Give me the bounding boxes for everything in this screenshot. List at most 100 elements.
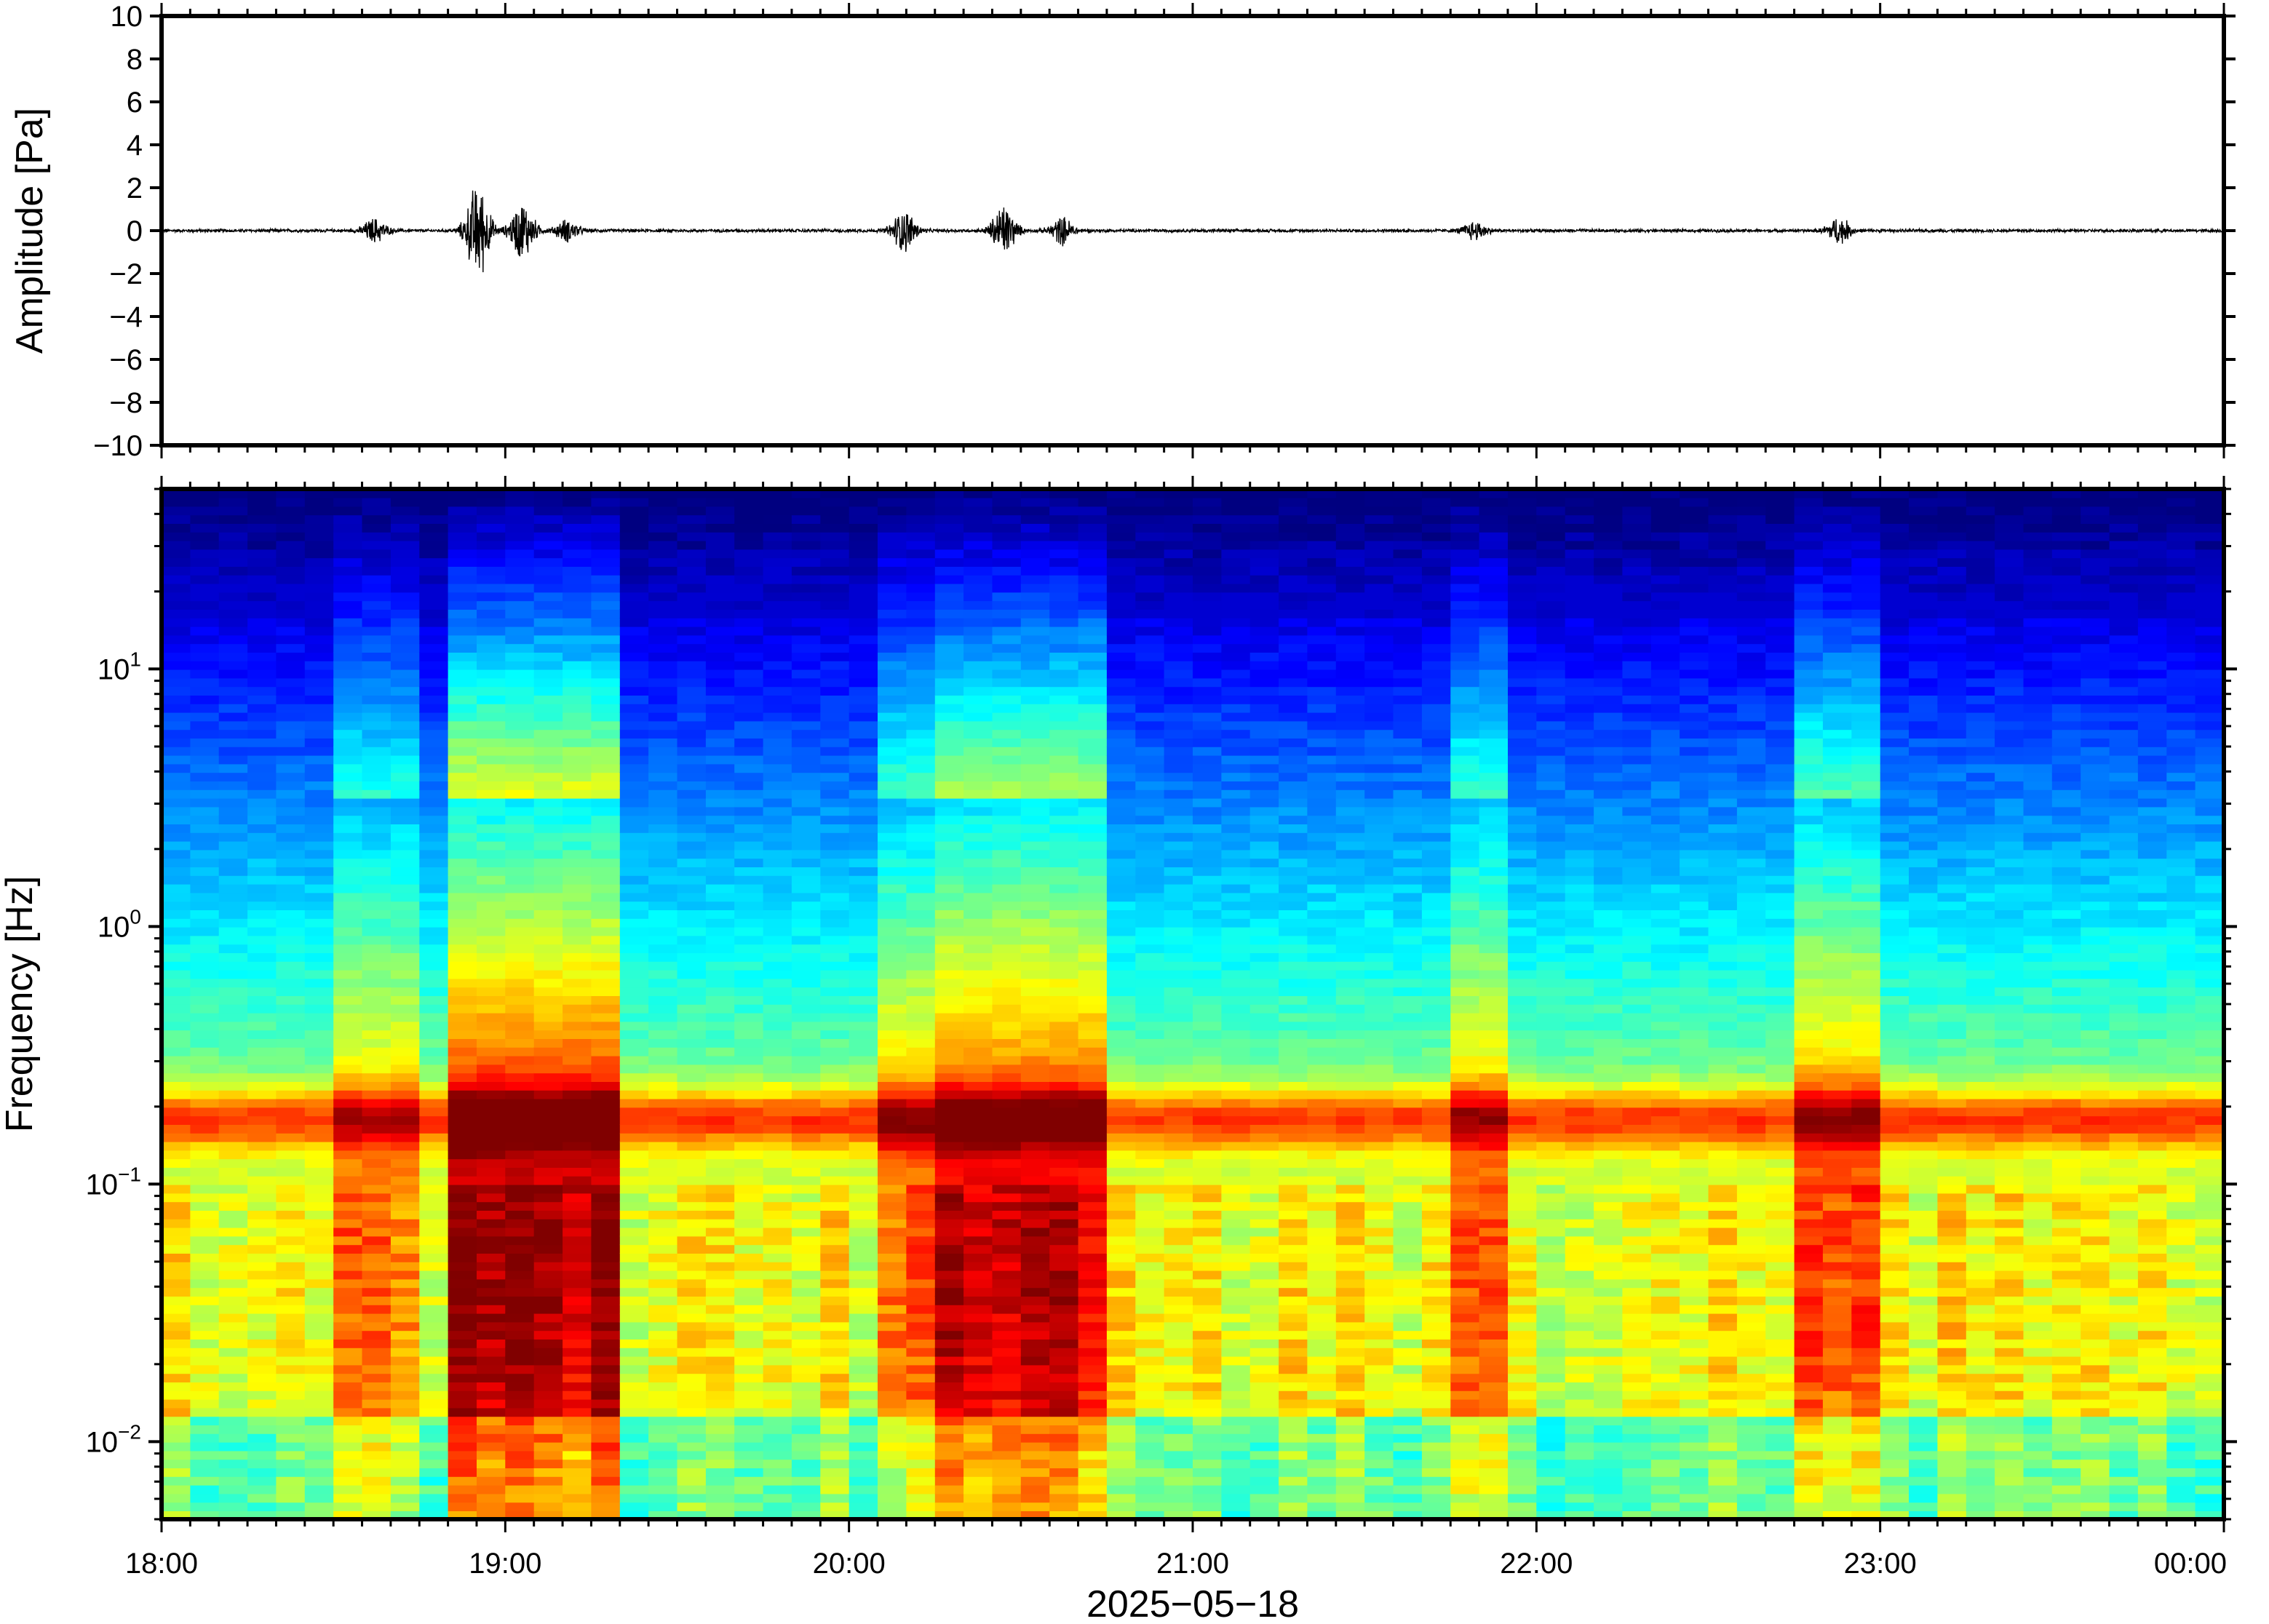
spectrogram-cell <box>648 1184 678 1194</box>
spectrogram-cell <box>820 815 850 824</box>
spectrogram-cell <box>763 797 792 808</box>
spectrogram-cell <box>276 978 306 988</box>
spectrogram-cell <box>1049 935 1079 945</box>
spectrogram-cell <box>1078 618 1108 627</box>
spectrogram-cell <box>190 669 220 679</box>
spectrogram-cell <box>591 1356 621 1366</box>
spectrogram-cell <box>734 1348 764 1357</box>
spectrogram-cell <box>963 618 993 627</box>
spectrogram-cell <box>533 1210 563 1219</box>
spectrogram-cell <box>878 935 907 945</box>
spectrogram-cell <box>1193 583 1223 593</box>
spectrogram-cell <box>533 1072 563 1082</box>
spectrogram-cell <box>763 1098 792 1108</box>
spectrogram-cell <box>162 909 191 919</box>
spectrogram-cell <box>247 677 277 688</box>
spectrogram-cell <box>820 781 850 790</box>
spectrogram-cell <box>505 566 535 576</box>
spectrogram-cell <box>1135 1305 1165 1314</box>
spectrogram-cell <box>820 1021 850 1031</box>
spectrogram-cell <box>563 944 592 953</box>
spectrogram-cell <box>791 961 822 971</box>
spectrogram-cell <box>734 1339 764 1348</box>
spectrogram-cell <box>677 1098 707 1108</box>
spectrogram-cell <box>963 1030 993 1039</box>
spectrogram-cell <box>1221 1321 1251 1332</box>
spectrogram-cell <box>190 909 220 919</box>
spectrogram-cell <box>563 909 592 919</box>
spectrogram-cell <box>448 661 477 670</box>
spectrogram-cell <box>419 858 449 867</box>
spectrogram-cell <box>1164 1348 1193 1357</box>
amplitude-ytick-label: 8 <box>127 44 143 76</box>
spectrogram-cell <box>419 1330 449 1340</box>
spectrogram-cell <box>591 763 621 773</box>
spectrogram-cell <box>619 514 649 524</box>
spectrogram-cell <box>1135 995 1165 1005</box>
spectrogram-cell <box>963 738 993 747</box>
spectrogram-cell <box>247 1012 277 1022</box>
spectrogram-cell <box>992 575 1022 584</box>
spectrogram-cell <box>1135 1030 1165 1039</box>
spectrogram-cell <box>1049 1201 1079 1211</box>
spectrogram-cell <box>1049 1038 1079 1048</box>
spectrogram-cell <box>1249 1262 1279 1271</box>
spectrogram-cell <box>390 1356 421 1366</box>
spectrogram-cell <box>162 867 191 876</box>
spectrogram-cell <box>1193 1193 1223 1203</box>
spectrogram-cell <box>1279 1244 1308 1254</box>
spectrogram-cell <box>333 506 363 516</box>
spectrogram-cell <box>1106 1416 1137 1425</box>
spectrogram-cell <box>390 583 421 593</box>
spectrogram-cell <box>563 1055 592 1065</box>
spectrogram-cell <box>1221 1030 1251 1039</box>
spectrogram-cell <box>477 1441 506 1452</box>
spectrogram-cell <box>763 1441 792 1452</box>
spectrogram-cell <box>477 797 506 808</box>
spectrogram-cell <box>1135 600 1165 610</box>
spectrogram-cell <box>734 1484 764 1494</box>
spectrogram-cell <box>419 686 449 696</box>
spectrogram-cell <box>448 1476 477 1486</box>
spectrogram-cell <box>1193 1219 1223 1228</box>
spectrogram-cell <box>791 677 822 688</box>
spectrogram-cell <box>591 1184 621 1194</box>
spectrogram-cell <box>304 1313 334 1323</box>
spectrogram-cell <box>963 944 993 953</box>
spectrogram-cell <box>619 1090 649 1099</box>
spectrogram-cell <box>505 1124 535 1134</box>
spectrogram-cell <box>276 704 306 713</box>
spectrogram-cell <box>1164 1433 1193 1443</box>
spectrogram-cell <box>849 738 878 747</box>
spectrogram-cell <box>763 1459 792 1468</box>
spectrogram-cell <box>1279 1493 1308 1503</box>
spectrogram-cell <box>333 1012 363 1022</box>
spectrogram-cell <box>1020 755 1050 765</box>
spectrogram-cell <box>1106 1064 1137 1074</box>
spectrogram-cell <box>906 901 936 910</box>
spectrogram-cell <box>1221 1502 1251 1511</box>
spectrogram-cell <box>1164 1235 1193 1246</box>
spectrogram-cell <box>963 969 993 979</box>
spectrogram-cell <box>934 523 964 533</box>
spectrogram-cell <box>1106 652 1137 661</box>
spectrogram-cell <box>419 849 449 859</box>
spectrogram-cell <box>1221 643 1251 653</box>
spectrogram-cell <box>906 1493 936 1503</box>
spectrogram-cell <box>619 995 649 1005</box>
spectrogram-cell <box>992 583 1022 593</box>
spectrogram-cell <box>1106 1150 1137 1160</box>
spectrogram-cell <box>591 600 621 610</box>
spectrogram-cell <box>533 1476 563 1486</box>
spectrogram-cell <box>763 1253 792 1262</box>
spectrogram-cell <box>1106 781 1137 790</box>
spectrogram-cell <box>1020 661 1050 670</box>
spectrogram-cell <box>1279 1055 1308 1065</box>
spectrogram-cell <box>1049 987 1079 996</box>
spectrogram-cell <box>1106 797 1137 808</box>
spectrogram-cell <box>734 575 764 584</box>
spectrogram-cell <box>763 1270 792 1280</box>
spectrogram-cell <box>648 704 678 713</box>
spectrogram-cell <box>1164 867 1193 876</box>
spectrogram-cell <box>1193 824 1223 833</box>
